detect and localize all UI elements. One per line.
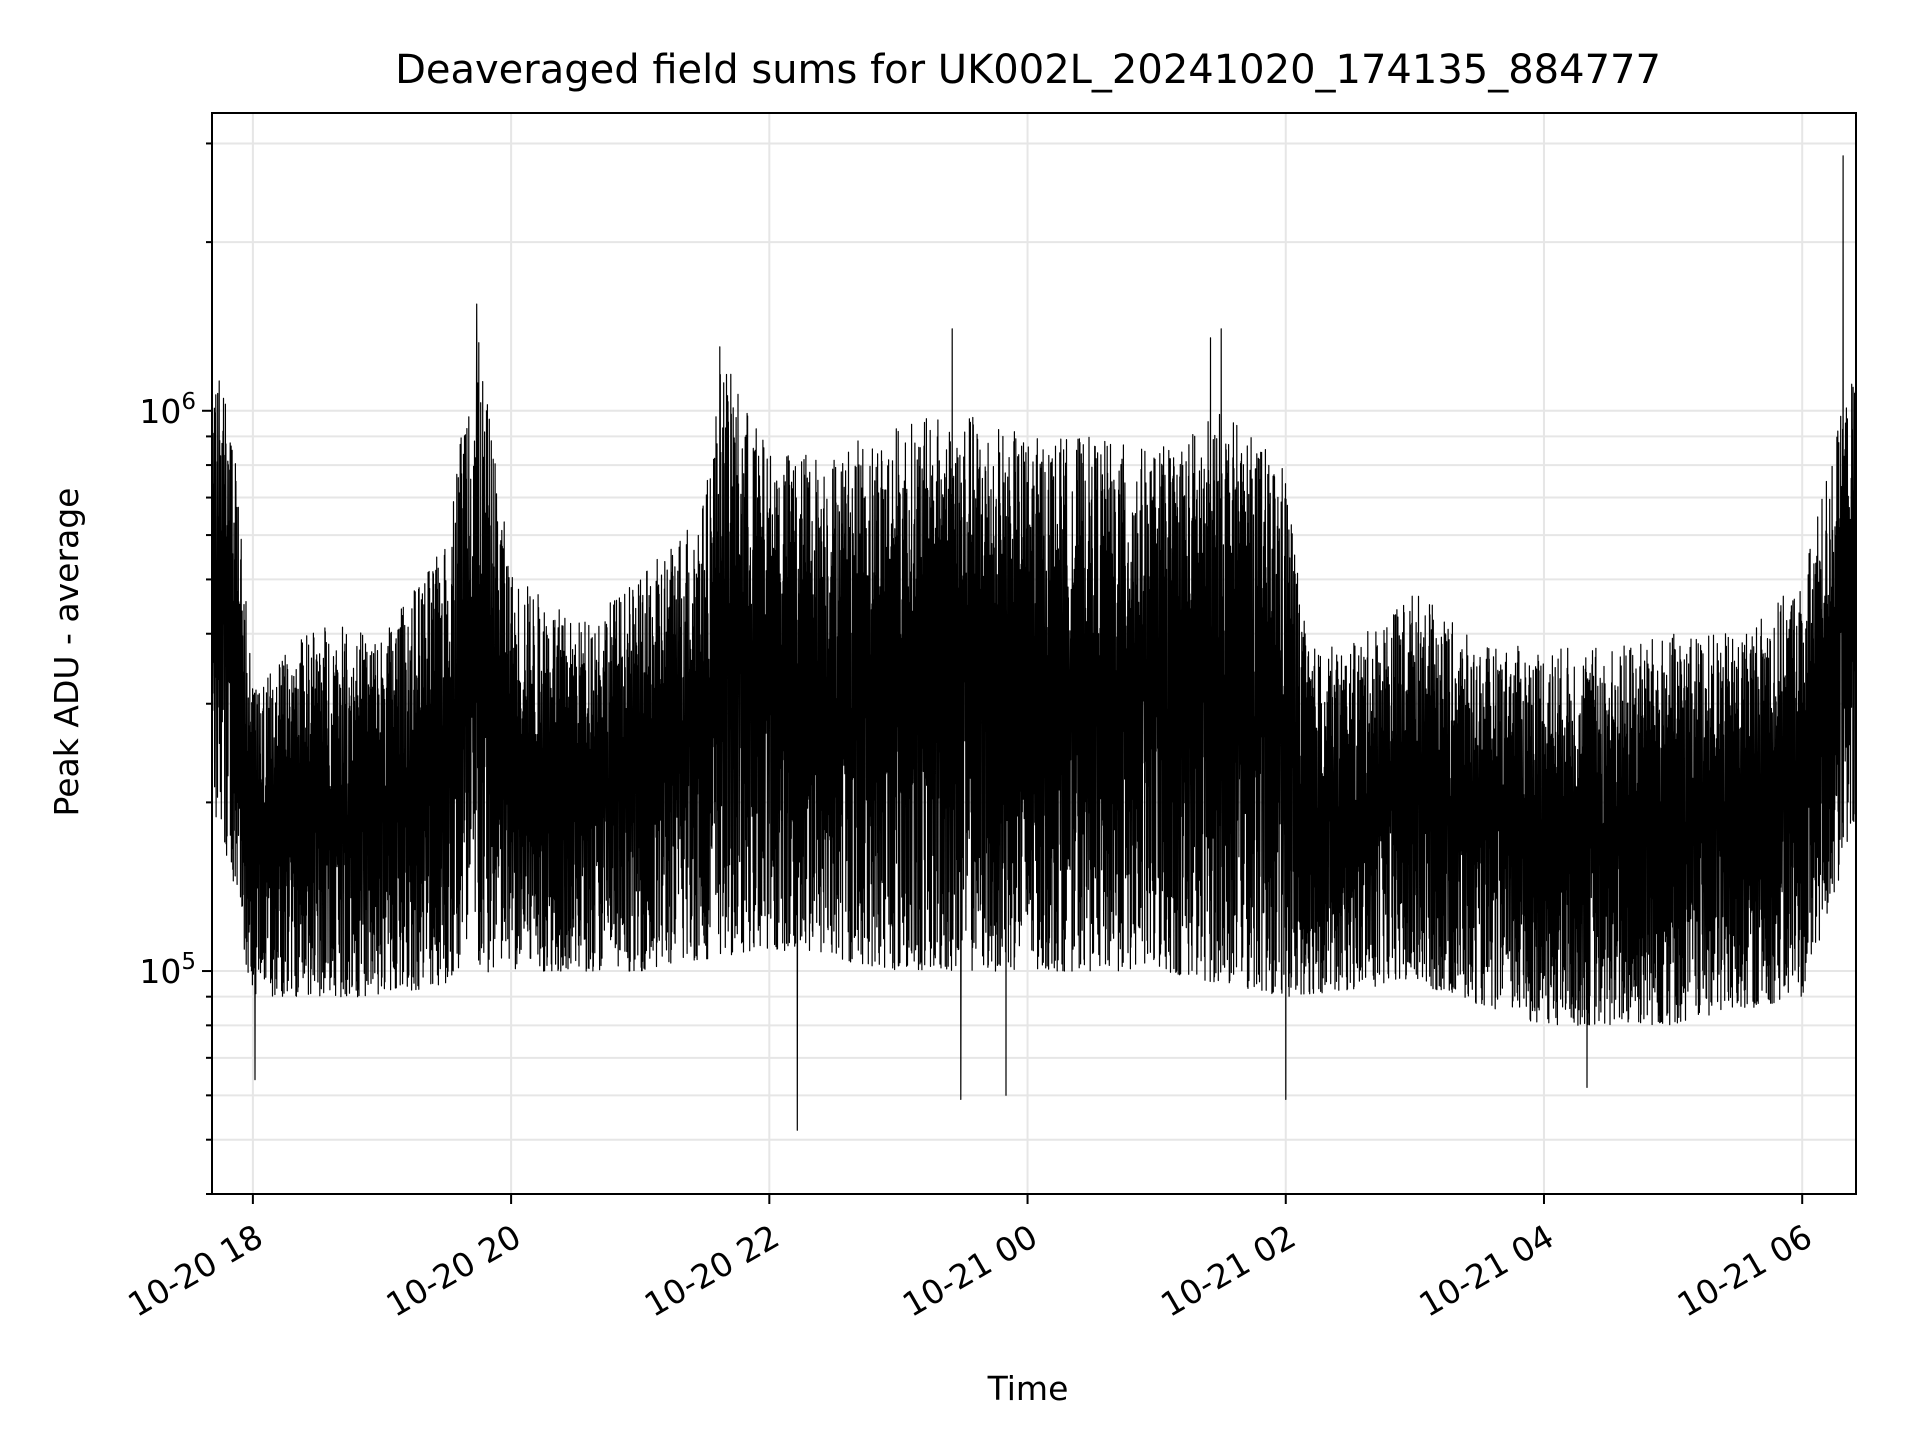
y-tick-label: 106 (139, 389, 196, 431)
x-tick-label: 10-20 20 (380, 1217, 528, 1325)
y-axis-label: Peak ADU - average (47, 488, 86, 817)
x-tick-label: 10-21 06 (1671, 1217, 1819, 1325)
plot-area-frame (211, 112, 1857, 1195)
x-tick-label: 10-21 04 (1412, 1217, 1560, 1325)
series-line (211, 155, 1857, 1131)
x-axis-label: Time (987, 1369, 1069, 1408)
x-tick-label: 10-20 18 (121, 1217, 269, 1325)
x-axis-ticks: 10-20 18 10-20 20 10-20 22 10-21 00 10-21 02… (121, 1194, 1819, 1325)
y-axis-ticks: 105 106 (139, 142, 212, 1195)
x-tick-label: 10-21 02 (1154, 1217, 1302, 1325)
y-tick-label: 105 (139, 949, 196, 991)
x-tick-label: 10-21 00 (896, 1217, 1044, 1325)
x-tick-label: 10-20 22 (638, 1217, 786, 1325)
chart-title: Deaveraged field sums for UK002L_2024102… (395, 47, 1661, 93)
